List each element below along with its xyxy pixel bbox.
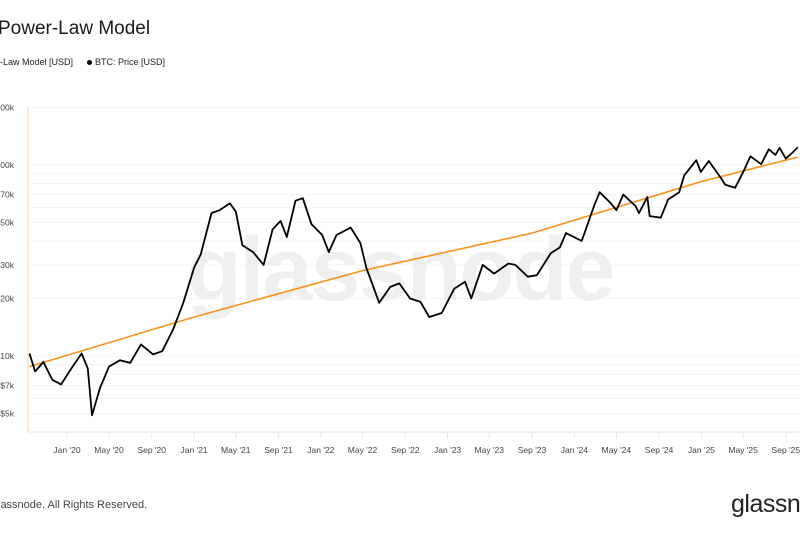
x-tick-label: May '20	[94, 445, 124, 455]
legend-dot-icon	[87, 60, 93, 66]
x-tick-label: Sep '24	[645, 445, 674, 455]
x-axis: Jan '20 May '20 Sep '20 Jan '21 May '21 Sep '…	[53, 432, 800, 455]
x-tick-label: May '22	[348, 445, 378, 455]
y-tick-label: $50k	[0, 217, 15, 227]
x-tick-label: May '21	[221, 445, 251, 455]
x-tick-label: May '23	[475, 445, 505, 455]
x-tick-label: Sep '21	[264, 445, 293, 455]
watermark: glassnode	[186, 220, 613, 320]
x-tick-label: Sep '22	[391, 445, 420, 455]
y-tick-label: $10k	[0, 351, 15, 361]
legend-label: -Law Model [USD]	[0, 57, 74, 67]
legend: -Law Model [USD] BTC: Price [USD]	[0, 57, 165, 67]
power-law-model-line	[29, 156, 798, 368]
x-tick-label: Sep '23	[518, 445, 547, 455]
x-tick-label: Jan '20	[53, 445, 80, 455]
y-tick-label: $100k	[0, 160, 15, 170]
x-tick-label: Jan '25	[688, 445, 715, 455]
x-tick-label: Sep '20	[137, 445, 166, 455]
glassnode-logo: glassnode	[731, 490, 800, 518]
x-tick-label: May '25	[728, 445, 758, 455]
btc-price-line	[28, 146, 799, 417]
series-group	[28, 146, 799, 417]
x-tick-label: Jan '21	[181, 445, 208, 455]
legend-item-btc-price[interactable]: BTC: Price [USD]	[87, 57, 165, 67]
x-tick-label: Jan '23	[434, 445, 461, 455]
chart-title: Power-Law Model	[0, 18, 151, 39]
y-tick-label: $7k	[0, 381, 14, 391]
y-tick-label: $5k	[0, 408, 14, 418]
x-tick-label: Sep '25	[772, 445, 800, 455]
x-tick-label: May '24	[602, 445, 632, 455]
y-tick-label: $200k	[0, 103, 15, 113]
copyright-footer: lassnode. All Rights Reserved.	[0, 499, 148, 511]
y-axis: $200k $100k $70k $50k $30k $20k $10k $7k $5k	[0, 103, 15, 419]
grid	[27, 107, 800, 433]
x-tick-label: Jan '22	[307, 445, 334, 455]
y-tick-label: $30k	[0, 260, 15, 270]
y-tick-label: $20k	[0, 294, 15, 304]
x-tick-label: Jan '24	[561, 445, 588, 455]
legend-label: BTC: Price [USD]	[95, 57, 166, 67]
legend-item-power-law[interactable]: -Law Model [USD]	[0, 57, 73, 67]
y-tick-label: $70k	[0, 190, 15, 200]
